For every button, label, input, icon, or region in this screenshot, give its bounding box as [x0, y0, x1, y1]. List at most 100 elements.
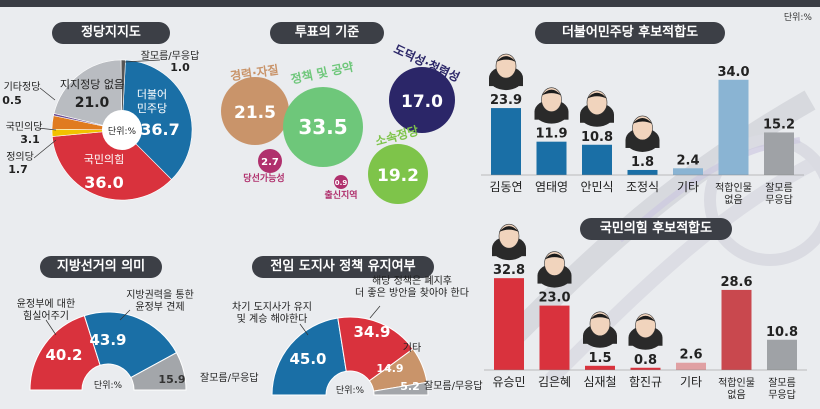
- donut-value: 45.0: [289, 350, 326, 368]
- candidate-photo-3-hair: [635, 315, 656, 322]
- leader-line: [299, 323, 309, 336]
- slice-label: 기타정당: [4, 81, 41, 93]
- bar-category-label: 무응답: [768, 389, 796, 401]
- bar-category-label: 적합인물: [718, 377, 755, 389]
- candidate-photo-2-suit: [580, 114, 614, 123]
- bubble-value: 19.2: [377, 166, 419, 186]
- donut-slice: [29, 315, 101, 391]
- candidate-photo-0-hair: [496, 56, 516, 63]
- bar-category-label: 없음: [724, 193, 742, 206]
- bar: [673, 168, 703, 175]
- donut-slice: [337, 316, 414, 382]
- policy-continuity-title: 전임 도지사 정책 유지여부: [252, 256, 434, 278]
- donut-value: 14.9: [376, 362, 403, 375]
- candidate-photo-2-suit: [583, 335, 617, 344]
- slice-value: 1.7: [8, 163, 28, 176]
- bubble-label: 정책 및 공약: [289, 59, 354, 87]
- donut-label: 힘실어주기: [23, 310, 69, 322]
- donut-value: 43.9: [89, 331, 126, 349]
- local-meaning-title: 지방선거의 의미: [40, 256, 162, 278]
- candidate-photo-3-suit: [628, 337, 663, 346]
- bubble-label: 당선가능성: [243, 172, 284, 184]
- bar-value: 28.6: [720, 275, 752, 290]
- slice-label: 국민의힘: [84, 153, 124, 166]
- bar-category-label: 적합인물: [715, 182, 752, 194]
- donut-label: 차기 도지사가 유지: [232, 301, 312, 313]
- leader-line: [124, 59, 161, 63]
- bar-category-label: 기타: [677, 180, 699, 194]
- slice-label: 잘모름/무응답: [141, 50, 200, 62]
- bar-value: 34.0: [717, 65, 749, 80]
- candidate-photo-3-suit: [625, 139, 660, 148]
- candidate-photo-1-suit: [534, 111, 569, 120]
- donut-slice: [271, 317, 347, 396]
- donut-label: 윤정부 견제: [135, 301, 184, 313]
- bubble: [368, 144, 428, 204]
- donut-label: 더 좋은 방안을 찾아야 한다: [355, 287, 469, 299]
- pie-center-hole: [102, 110, 142, 150]
- ppp-candidates-title: 국민의힘 후보적합도: [580, 218, 732, 240]
- candidate-photo-1-hair: [541, 89, 562, 96]
- bar: [494, 278, 524, 370]
- bar-category-label: 없음: [727, 388, 745, 401]
- candidate-photo-3-hair: [632, 117, 653, 124]
- bubble-label: 경력·자질: [229, 62, 279, 84]
- bubble: [221, 77, 289, 145]
- bar-value: 1.8: [631, 155, 654, 170]
- bar: [627, 169, 658, 175]
- donut-label: 잘모름/무응답: [424, 380, 483, 392]
- candidate-photo-0-suit: [489, 78, 523, 87]
- slice-label: 정의당: [6, 151, 34, 163]
- bubble-label: 출신지역: [324, 189, 357, 201]
- donut-label: 해당 정책은 폐지후: [372, 274, 452, 287]
- bubble: [283, 87, 363, 167]
- donut-value: 40.2: [45, 346, 82, 364]
- bar-category-label: 함진규: [629, 375, 662, 389]
- bar: [491, 108, 521, 175]
- bar: [764, 132, 794, 175]
- donut-slice: [130, 351, 187, 391]
- bar-category-label: 무응답: [765, 194, 793, 206]
- slice-value: 3.1: [20, 133, 40, 146]
- donut-label: 윤정부에 대한: [17, 298, 75, 310]
- donut-center-label: 단위:%: [336, 385, 365, 396]
- leader-line: [37, 127, 57, 131]
- leader-line: [369, 305, 381, 319]
- pie-center-label: 단위:%: [108, 126, 137, 137]
- bar: [539, 305, 570, 370]
- slice-value: 36.7: [140, 120, 179, 139]
- donut-label: 지방권력을 통한: [126, 289, 194, 301]
- bar-category-label: 염태영: [535, 180, 568, 194]
- candidate-photo-1-suit: [537, 275, 572, 284]
- slice-value: 21.0: [75, 95, 110, 111]
- bubble-value: 0.9: [335, 179, 348, 187]
- bar-value: 2.4: [676, 153, 699, 168]
- bar-category-label: 기타: [680, 375, 702, 389]
- bar-value: 32.8: [493, 263, 525, 278]
- bar-category-label: 조정식: [626, 180, 659, 194]
- slice-value: 0.5: [2, 94, 22, 107]
- bar-value: 10.8: [581, 130, 613, 145]
- bar-category-label: 유승민: [492, 375, 525, 389]
- donut-label: 및 계승 해야한다: [237, 312, 308, 325]
- pie-slice: [51, 129, 172, 201]
- bar: [676, 362, 706, 370]
- bar-category-label: 잘모름: [768, 377, 796, 389]
- bar: [536, 141, 567, 175]
- bar-value: 11.9: [535, 127, 567, 142]
- leader-line: [45, 319, 57, 336]
- donut-label: 잘모름/무응답: [200, 372, 259, 384]
- candidate-photo-0-suit: [492, 248, 526, 257]
- unit-label: 단위:%: [783, 13, 812, 23]
- pie-slice: [53, 59, 123, 131]
- donut-center-label: 단위:%: [94, 380, 123, 391]
- bar: [718, 79, 749, 175]
- bar-category-label: 심재철: [583, 375, 616, 389]
- donut-value: 15.9: [158, 373, 185, 386]
- slice-value: 1.0: [170, 61, 190, 74]
- donut-slice: [83, 311, 178, 379]
- bar: [585, 365, 615, 370]
- candidate-photo-2-hair: [590, 313, 610, 320]
- leader-line: [33, 139, 57, 159]
- donut-value: 5.2: [400, 380, 420, 393]
